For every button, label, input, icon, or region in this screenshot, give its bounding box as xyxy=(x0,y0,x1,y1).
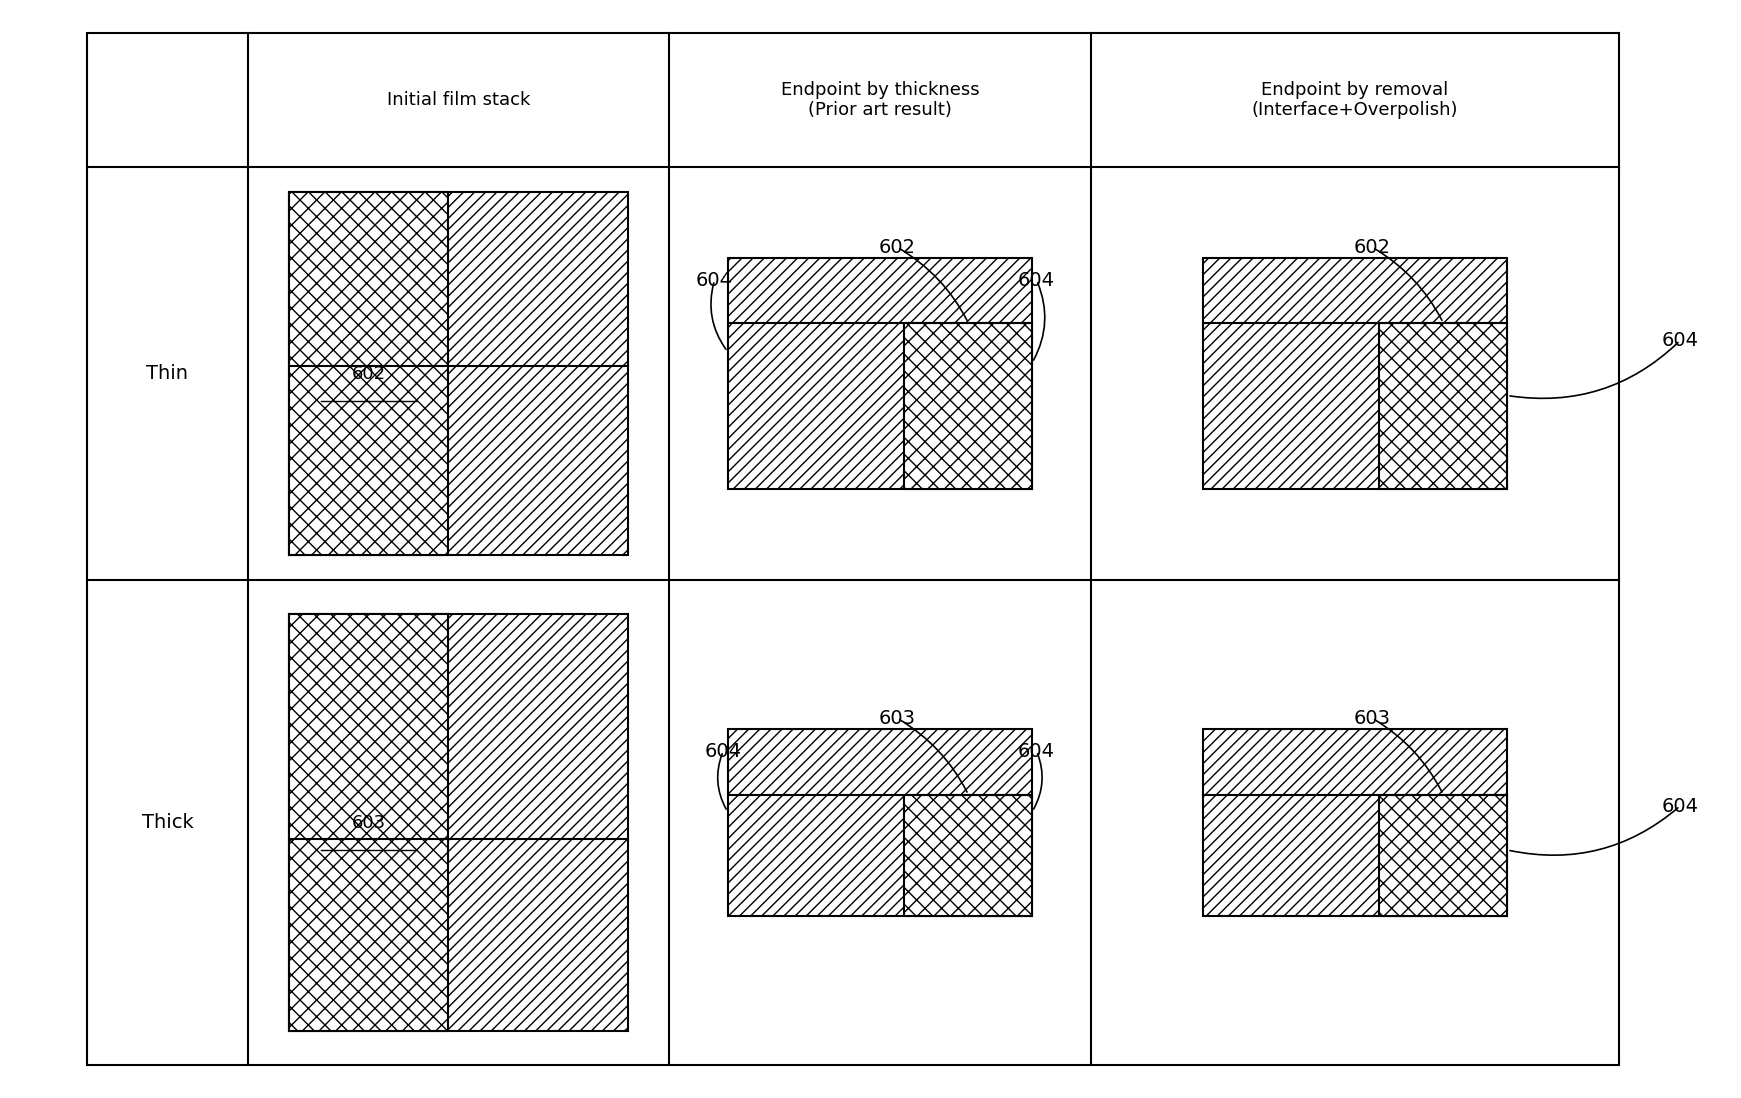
Bar xyxy=(728,258,1032,489)
Bar xyxy=(289,192,629,554)
Text: 602: 602 xyxy=(879,238,916,257)
Bar xyxy=(1379,323,1508,489)
Text: 604: 604 xyxy=(1018,271,1055,290)
Text: 604: 604 xyxy=(1661,796,1699,816)
Text: 603: 603 xyxy=(1354,708,1391,728)
Text: Endpoint by removal
(Interface+Overpolish): Endpoint by removal (Interface+Overpolis… xyxy=(1252,80,1459,120)
Bar xyxy=(1379,795,1508,916)
Text: 603: 603 xyxy=(879,708,916,728)
Text: 604: 604 xyxy=(1661,332,1699,350)
Text: 604: 604 xyxy=(1018,741,1055,761)
Bar xyxy=(904,795,1032,916)
Text: Thin: Thin xyxy=(146,365,188,383)
Bar xyxy=(728,729,1032,916)
Bar xyxy=(289,614,449,1031)
Text: 604: 604 xyxy=(696,271,733,290)
Text: Thick: Thick xyxy=(141,813,193,832)
Text: 603: 603 xyxy=(352,814,387,831)
Bar xyxy=(1203,258,1508,489)
Text: 602: 602 xyxy=(352,365,387,382)
Bar xyxy=(289,192,449,554)
Text: 602: 602 xyxy=(1354,238,1391,257)
Bar xyxy=(904,323,1032,489)
Bar xyxy=(87,33,1619,1065)
Text: Initial film stack: Initial film stack xyxy=(387,91,531,109)
Bar xyxy=(289,614,629,1031)
Bar xyxy=(1203,729,1508,916)
Text: 604: 604 xyxy=(705,741,742,761)
Text: Endpoint by thickness
(Prior art result): Endpoint by thickness (Prior art result) xyxy=(780,80,978,120)
